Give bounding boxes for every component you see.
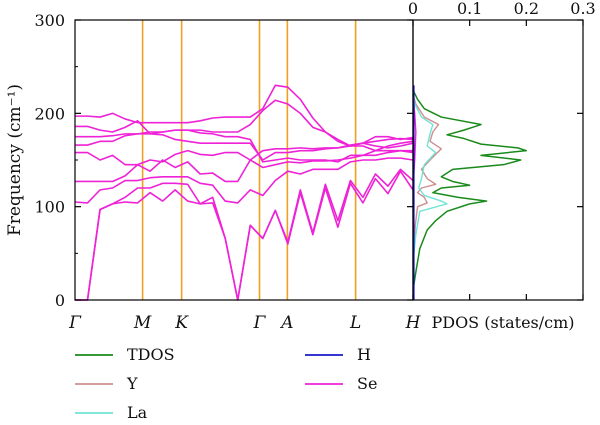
legend-item-tdos: TDOS <box>75 345 175 364</box>
k-point-label: L <box>349 313 361 333</box>
k-point-label: A <box>279 313 293 333</box>
y-tick-label: 0 <box>55 291 65 310</box>
pdos-tick-label: 0.3 <box>570 0 595 18</box>
legend-item-h: H <box>305 345 371 364</box>
y-axis-ticks: 0 100 200 300 <box>34 11 413 310</box>
phonon-branch <box>75 170 414 301</box>
pdos-panel: 0 0.1 0.2 0.3 PDOS (states/cm) <box>408 0 596 332</box>
phonon-branch <box>75 129 414 163</box>
pdos-curve-la <box>412 94 448 263</box>
pdos-tick-label: 0 <box>408 0 418 18</box>
k-point-label: Γ <box>68 313 82 333</box>
legend-item-se: Se <box>305 374 377 393</box>
y-tick-label: 100 <box>34 198 65 217</box>
pdos-curve-tdos <box>412 89 528 291</box>
y-tick-label: 300 <box>34 11 65 30</box>
pdos-curves <box>412 85 528 300</box>
legend-item-la: La <box>75 403 148 422</box>
legend-label: TDOS <box>127 345 175 364</box>
phonon-branch <box>75 99 413 152</box>
pdos-tick-label: 0.2 <box>514 0 539 18</box>
k-point-label: K <box>174 313 189 333</box>
y-tick-label: 200 <box>34 104 65 123</box>
legend-label: Se <box>357 374 377 393</box>
k-point-label: M <box>133 313 152 333</box>
pdos-curve-y <box>412 94 443 263</box>
legend-label: H <box>357 345 371 364</box>
legend-label: Y <box>126 374 138 393</box>
phonon-branches <box>74 84 414 301</box>
legend-item-y: Y <box>75 374 138 393</box>
k-point-label: H <box>405 313 422 333</box>
legend-label: La <box>127 403 148 422</box>
legend: TDOS H Y Se La <box>75 345 377 422</box>
pdos-x-axis-label: PDOS (states/cm) <box>431 313 574 332</box>
phonon-branch <box>75 84 414 147</box>
phonon-branch <box>75 149 414 183</box>
phonon-branch <box>74 157 414 204</box>
y-axis-label: Frequency (cm⁻¹) <box>5 84 25 236</box>
high-symmetry-lines <box>141 20 357 300</box>
pdos-x-ticks: 0 0.1 0.2 0.3 <box>408 0 596 301</box>
phonon-branch <box>75 168 414 301</box>
pdos-frame <box>412 19 584 301</box>
k-point-label: Γ <box>253 313 267 333</box>
pdos-tick-label: 0.1 <box>457 0 482 18</box>
